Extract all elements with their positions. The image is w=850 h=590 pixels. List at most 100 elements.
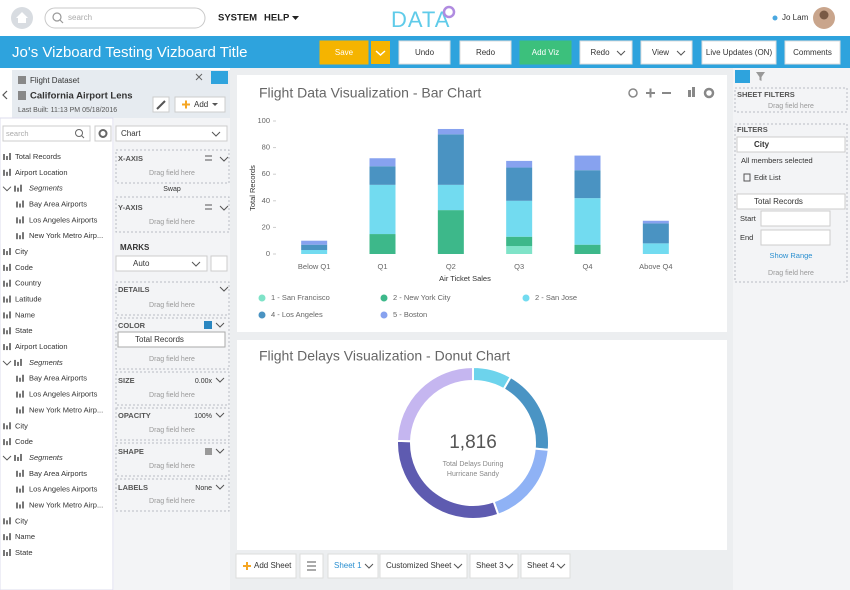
field[interactable]: State xyxy=(15,326,33,335)
field[interactable]: Los Angeles Airports xyxy=(29,390,98,399)
collapse[interactable] xyxy=(2,186,12,192)
edit-list[interactable]: Edit List xyxy=(754,173,782,182)
field[interactable]: Airport Location xyxy=(15,342,68,351)
bar-segment[interactable] xyxy=(301,250,328,254)
field[interactable]: Country xyxy=(15,279,42,288)
field[interactable]: City xyxy=(15,247,28,256)
field[interactable]: City xyxy=(15,421,28,430)
button-label: Redo xyxy=(590,48,610,57)
field[interactable]: Code xyxy=(15,437,33,446)
bar-segment[interactable] xyxy=(574,244,601,254)
show-range[interactable]: Show Range xyxy=(770,251,813,260)
field-icon xyxy=(6,330,8,335)
field-icon xyxy=(20,184,22,192)
sheet-tab[interactable] xyxy=(469,553,519,579)
bar-segment[interactable] xyxy=(437,184,464,211)
legend-label[interactable]: 5 - Boston xyxy=(393,310,427,319)
field-group[interactable]: Segments xyxy=(29,184,63,193)
field[interactable]: Los Angeles Airports xyxy=(29,485,98,494)
bar-segment[interactable] xyxy=(506,160,533,168)
bar-segment[interactable] xyxy=(642,223,669,244)
city-filter[interactable] xyxy=(736,136,846,153)
field-icon xyxy=(6,520,8,525)
bar-segment[interactable] xyxy=(301,244,328,251)
field[interactable]: New York Metro Airp... xyxy=(29,405,103,414)
bar-segment[interactable] xyxy=(642,220,669,224)
bar-segment[interactable] xyxy=(369,166,396,185)
field-icon xyxy=(3,328,5,335)
field-group[interactable]: Segments xyxy=(29,358,63,367)
swap-button[interactable]: Swap xyxy=(163,186,181,193)
bar-segment[interactable] xyxy=(369,234,396,254)
bar-segment[interactable] xyxy=(574,198,601,245)
field[interactable]: City xyxy=(15,516,28,525)
bar-segment[interactable] xyxy=(574,155,601,171)
records-filter[interactable] xyxy=(736,193,846,210)
toolbar-button[interactable] xyxy=(579,40,633,65)
bar-segment[interactable] xyxy=(506,167,533,201)
field[interactable]: Latitude xyxy=(15,295,42,304)
toolbar-button[interactable] xyxy=(640,40,693,65)
settings-button[interactable] xyxy=(94,125,112,142)
field[interactable]: Bay Area Airports xyxy=(29,200,87,209)
collapse[interactable] xyxy=(2,455,12,461)
search-box[interactable] xyxy=(44,7,206,29)
bar-segment[interactable] xyxy=(437,134,464,185)
field[interactable]: New York Metro Airp... xyxy=(29,500,103,509)
field[interactable]: Bay Area Airports xyxy=(29,469,87,478)
legend-label[interactable]: 2 - New York City xyxy=(393,293,451,302)
toolbar-button[interactable] xyxy=(784,40,841,65)
chart-type-select[interactable] xyxy=(115,125,228,142)
bar-segment[interactable] xyxy=(506,246,533,254)
bar-segment[interactable] xyxy=(574,170,601,199)
field[interactable]: Name xyxy=(15,310,35,319)
legend-label[interactable]: 2 - San Jose xyxy=(535,293,577,302)
mark-type-select[interactable] xyxy=(115,255,208,272)
field[interactable]: Total Records xyxy=(15,152,61,161)
bar-segment[interactable] xyxy=(301,240,328,245)
toolbar-button[interactable] xyxy=(519,40,572,65)
field[interactable]: New York Metro Airp... xyxy=(29,231,103,240)
donut-segment[interactable] xyxy=(396,365,474,443)
start-input[interactable] xyxy=(760,210,831,227)
bar-segment[interactable] xyxy=(506,236,533,247)
marks-settings[interactable] xyxy=(210,255,228,272)
labels-shelf: LABELS xyxy=(118,483,148,492)
menu-item[interactable]: SYSTEM xyxy=(218,13,257,24)
bar-segment[interactable] xyxy=(642,243,669,254)
add-button[interactable] xyxy=(174,96,226,113)
bar-segment[interactable] xyxy=(437,210,464,254)
save-menu[interactable] xyxy=(371,41,390,64)
bar-segment[interactable] xyxy=(437,128,464,135)
legend-label[interactable]: 1 - San Francisco xyxy=(271,293,330,302)
end-input[interactable] xyxy=(760,229,831,246)
pin-button[interactable] xyxy=(211,71,228,84)
bar-segment[interactable] xyxy=(369,184,396,235)
field-group[interactable]: Segments xyxy=(29,453,63,462)
toolbar-button[interactable] xyxy=(459,40,512,65)
field[interactable]: State xyxy=(15,548,33,557)
bar-segment[interactable] xyxy=(369,158,396,167)
field[interactable]: Airport Location xyxy=(15,168,68,177)
menu-item[interactable]: HELP xyxy=(264,13,290,24)
sheet-tab[interactable] xyxy=(327,553,379,579)
toolbar-button[interactable] xyxy=(319,40,369,65)
legend-label[interactable]: 4 - Los Angeles xyxy=(271,310,323,319)
user-name[interactable]: Jo Lam xyxy=(782,13,809,22)
field[interactable]: Code xyxy=(15,263,33,272)
field-icon xyxy=(16,407,18,414)
field-icon xyxy=(6,266,8,271)
toolbar-button[interactable] xyxy=(398,40,451,65)
sheet-tab[interactable] xyxy=(379,553,468,579)
pin-filters[interactable] xyxy=(735,70,750,83)
toolbar-button[interactable] xyxy=(701,40,777,65)
field-search[interactable] xyxy=(2,125,91,142)
color-field[interactable] xyxy=(117,331,226,348)
x-axis-shelf: X-AXIS xyxy=(118,154,143,163)
bar-segment[interactable] xyxy=(506,200,533,237)
field[interactable]: Bay Area Airports xyxy=(29,374,87,383)
sheet-tab[interactable] xyxy=(520,553,571,579)
field[interactable]: Los Angeles Airports xyxy=(29,215,98,224)
collapse[interactable] xyxy=(2,360,12,366)
field[interactable]: Name xyxy=(15,532,35,541)
